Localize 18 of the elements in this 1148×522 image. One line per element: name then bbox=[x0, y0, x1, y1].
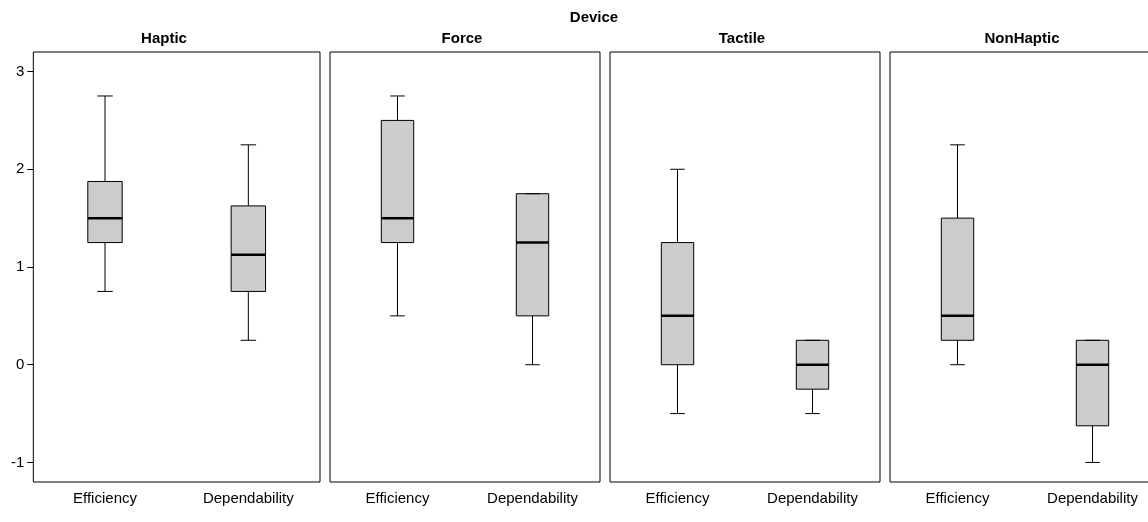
y-tick-label: -1 bbox=[10, 452, 25, 470]
x-tick-label: Dependability bbox=[202, 489, 295, 507]
y-tick-label: 2 bbox=[15, 159, 25, 177]
text: Device bbox=[569, 8, 619, 25]
chart-title: Haptic bbox=[141, 29, 187, 47]
chart-title: Tactile bbox=[718, 29, 766, 47]
x-tick-label: Dependability bbox=[487, 489, 579, 507]
x-tick-label: Efficiency bbox=[365, 489, 430, 507]
y-tick-label: 0 bbox=[15, 354, 25, 372]
chart-title: Force bbox=[441, 29, 483, 47]
x-tick-label: Dependability bbox=[767, 489, 859, 507]
x-tick-label: Dependability bbox=[1047, 489, 1139, 507]
x-tick-label: Efficiency bbox=[645, 489, 710, 507]
y-tick-label: 3 bbox=[15, 61, 25, 79]
chart-title: NonHaptic bbox=[984, 29, 1060, 47]
x-tick-label: Efficiency bbox=[73, 489, 138, 507]
y-tick-label: 1 bbox=[15, 257, 25, 275]
x-tick-label: Efficiency bbox=[925, 489, 990, 507]
